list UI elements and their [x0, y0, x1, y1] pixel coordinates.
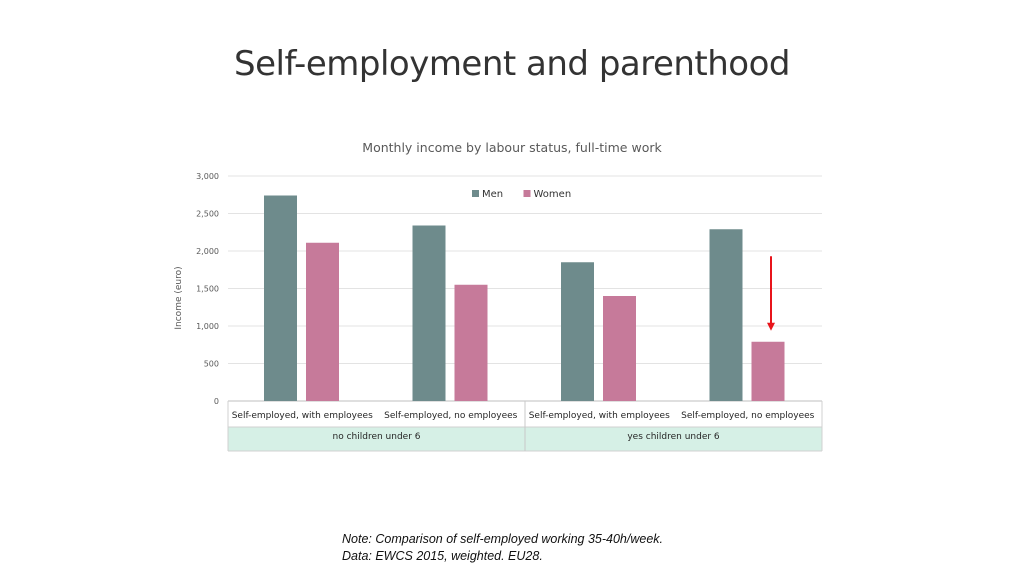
- bar-men-0: [264, 195, 297, 401]
- bars: [264, 195, 785, 401]
- chart-title: Monthly income by labour status, full-ti…: [362, 140, 662, 155]
- y-tick-label: 2,500: [196, 210, 219, 219]
- note-line-2: Data: EWCS 2015, weighted. EU28.: [342, 549, 543, 563]
- annotations: [767, 256, 775, 331]
- note: Note: Comparison of self-employed workin…: [342, 531, 663, 565]
- group-label: no children under 6: [333, 432, 421, 442]
- note-line-1: Note: Comparison of self-employed workin…: [342, 532, 663, 546]
- bar-men-1: [412, 225, 446, 401]
- legend-label-men: Men: [482, 189, 503, 200]
- category-label: Self-employed, no employees: [681, 411, 814, 421]
- y-tick-label: 1,000: [196, 322, 219, 331]
- y-axis-label: Income (euro): [174, 266, 184, 329]
- group-label: yes children under 6: [627, 432, 720, 442]
- legend-label-women: Women: [534, 189, 572, 200]
- y-tick-label: 2,000: [196, 247, 219, 256]
- y-tick-label: 0: [214, 397, 219, 406]
- y-tick-label: 500: [204, 360, 219, 369]
- y-axis-tick-labels: 0 500 1,000 1,500 2,000 2,500 3,000: [196, 172, 219, 406]
- slide-title: Self-employment and parenthood: [234, 44, 791, 84]
- category-label: Self-employed, with employees: [232, 411, 373, 421]
- legend-swatch-women: [523, 190, 531, 197]
- bar-women-0: [306, 242, 339, 401]
- bar-men-2: [561, 262, 594, 401]
- legend: Men Women: [472, 189, 571, 200]
- category-label: Self-employed, no employees: [384, 411, 517, 421]
- y-tick-label: 3,000: [196, 172, 219, 181]
- bar-women-3: [751, 341, 785, 401]
- legend-item-women: Women: [523, 189, 572, 200]
- bar-men-3: [709, 229, 743, 401]
- annotation-arrow-head: [767, 322, 775, 331]
- legend-swatch-men: [472, 190, 479, 197]
- legend-item-men: Men: [472, 189, 503, 200]
- y-tick-label: 1,500: [196, 285, 219, 294]
- bar-women-2: [603, 296, 636, 401]
- bar-women-1: [454, 284, 488, 401]
- category-table: Self-employed, with employees Self-employ…: [227, 401, 823, 452]
- category-label: Self-employed, with employees: [529, 411, 670, 421]
